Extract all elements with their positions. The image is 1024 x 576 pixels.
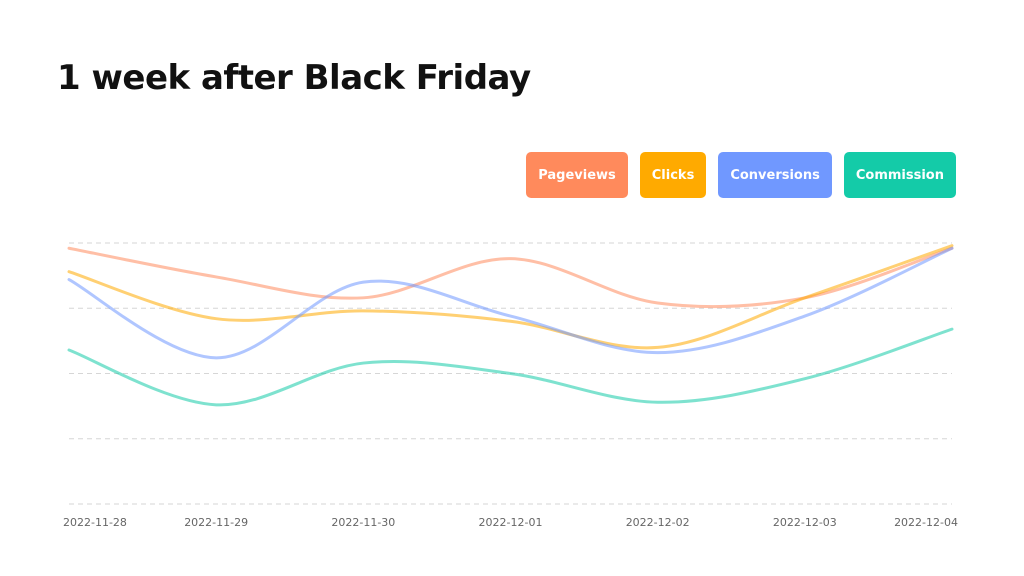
legend-item-pageviews[interactable]: Pageviews [526, 152, 628, 198]
legend-item-commission[interactable]: Commission [843, 152, 956, 198]
x-tick-label: 2022-12-01 [479, 516, 543, 529]
legend-item-clicks[interactable]: Clicks [639, 152, 707, 198]
series-line-commission [67, 327, 954, 407]
legend-item-conversions[interactable]: Conversions [718, 152, 832, 198]
chart-title: 1 week after Black Friday [57, 58, 531, 98]
x-tick-label: 2022-12-02 [626, 516, 690, 529]
x-tick-label: 2022-12-03 [773, 516, 837, 529]
series-line-clicks [67, 244, 954, 350]
x-tick-label: 2022-11-30 [331, 516, 395, 529]
series-line-pageviews [67, 246, 954, 309]
chart-legend: Pageviews Clicks Conversions Commission [526, 152, 956, 198]
x-tick-label: 2022-11-28 [63, 516, 127, 529]
x-tick-label: 2022-12-04 [894, 516, 958, 529]
x-tick-label: 2022-11-29 [184, 516, 248, 529]
series-line-conversions [67, 246, 954, 360]
